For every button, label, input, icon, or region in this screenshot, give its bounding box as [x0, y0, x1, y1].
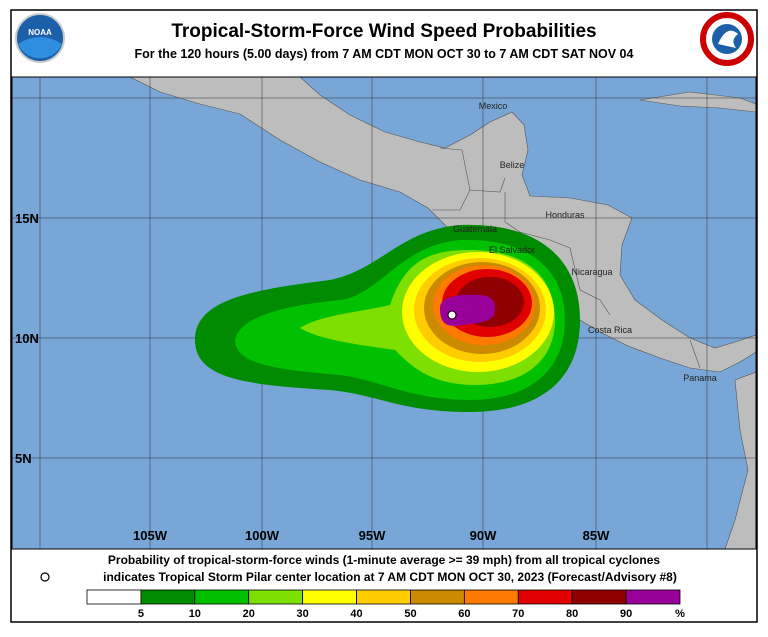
legend-tick-label: 5 [138, 608, 144, 620]
graticule [12, 77, 756, 549]
map-border [11, 76, 757, 550]
place-label: Belize [500, 160, 525, 170]
legend-swatch [356, 589, 411, 605]
storm-center [447, 310, 457, 320]
legend-swatch [248, 589, 304, 605]
nws-logo [700, 12, 754, 66]
map-labels: 105W 100W 95W 90W 85W 15N 10N 5N Mexico Belize Gua… [15, 101, 717, 543]
land-caribbean [639, 91, 756, 113]
legend-tick-label: 20 [243, 608, 255, 620]
latitude-label: 15N [15, 211, 39, 226]
longitude-label: 95W [359, 528, 386, 543]
latitude-label: 5N [15, 451, 32, 466]
land-south-america [724, 371, 756, 549]
legend-swatch [625, 589, 681, 605]
title: Tropical-Storm-Force Wind Speed Probabil… [171, 21, 596, 42]
logo-swirl [718, 30, 738, 48]
legend-tick-label: 10 [189, 608, 201, 620]
footer-line1: Probability of tropical-storm-force wind… [108, 553, 660, 567]
legend-unit: % [675, 608, 685, 620]
legend-tick-label: 70 [512, 608, 524, 620]
legend-tick-label: 30 [297, 608, 309, 620]
legend-swatch [410, 589, 465, 605]
place-label: Mexico [479, 101, 508, 111]
legend-swatch [302, 589, 357, 605]
place-label: Honduras [545, 210, 585, 220]
legend: 5 10 20 30 40 50 60 70 80 90% [86, 589, 685, 620]
footer-line2: indicates Tropical Storm Pilar center lo… [103, 570, 677, 584]
latitude-label: 10N [15, 331, 39, 346]
noaa-logo: NOAA [15, 13, 65, 63]
frame [10, 9, 758, 623]
place-label: Nicaragua [571, 267, 612, 277]
map: 105W 100W 95W 90W 85W 15N 10N 5N Mexico Belize Gua… [12, 77, 756, 549]
longitude-label: 100W [245, 528, 280, 543]
longitude-label: 105W [133, 528, 168, 543]
legend-swatch [140, 589, 196, 605]
logo-text: NOAA [28, 28, 52, 37]
logo-wave [18, 37, 62, 59]
place-label: Panama [683, 373, 717, 383]
place-label: El Salvador [489, 245, 535, 255]
longitude-label: 85W [583, 528, 610, 543]
legend-swatch [517, 589, 573, 605]
legend-swatch [194, 589, 250, 605]
longitude-label: 90W [470, 528, 497, 543]
legend-tick-label: 40 [350, 608, 362, 620]
center-symbol [40, 572, 50, 582]
place-label: Costa Rica [588, 325, 632, 335]
legend-tick-label: 50 [404, 608, 416, 620]
land-central-america [129, 77, 756, 373]
legend-tick-label: 60 [458, 608, 470, 620]
place-label: Guatemala [453, 224, 497, 234]
legend-swatch [463, 589, 519, 605]
legend-tick-label: 90 [620, 608, 632, 620]
legend-swatch [571, 589, 627, 605]
legend-tick-label: 80 [566, 608, 578, 620]
legend-swatch [86, 589, 142, 605]
subtitle: For the 120 hours (5.00 days) from 7 AM … [135, 47, 634, 61]
